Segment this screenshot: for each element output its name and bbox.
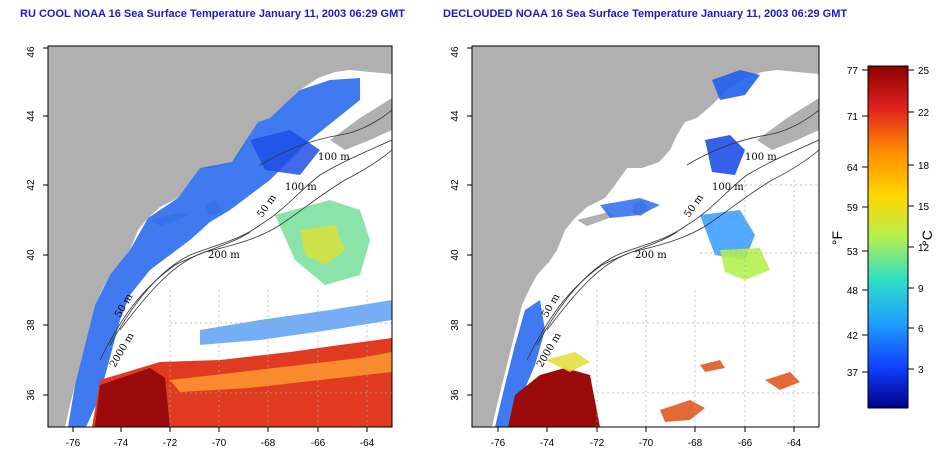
map-left-land <box>48 46 392 427</box>
colorbar-c-tick: 18 <box>918 161 930 172</box>
map-right-gulf-stream-edge <box>545 352 590 372</box>
map-right-lat-tick: 38 <box>450 319 461 331</box>
map-right-contour-label: 100 m <box>712 182 744 193</box>
map-right-lon-tick: -66 <box>738 438 753 449</box>
map-left-shelf-core <box>300 225 345 265</box>
map-left-lat-tick: 38 <box>26 319 37 331</box>
map-left-lon-tick: -68 <box>261 438 276 449</box>
map-left-cloud-streaks <box>200 300 392 345</box>
map-left-title: RU COOL NOAA 16 Sea Surface Temperature … <box>20 8 405 20</box>
map-right-grid <box>596 180 819 427</box>
map-right-lat-tick: 40 <box>450 249 461 261</box>
map-right-lon-tick: -76 <box>491 438 506 449</box>
colorbar-f-tick: 64 <box>847 163 859 174</box>
map-left-lat-tick: 46 <box>26 46 37 58</box>
colorbar-f-tick: 37 <box>847 368 859 379</box>
map-right-lat-tick: 36 <box>450 389 461 401</box>
map-left-lat-tick: 36 <box>26 389 37 401</box>
map-right-lat-axis: 36 38 40 42 44 46 <box>450 46 472 401</box>
map-left-lat-tick: 44 <box>26 110 37 122</box>
map-left-lon-tick: -72 <box>163 438 178 449</box>
map-right-lon-axis: -76 -74 -72 -70 -68 -66 -64 <box>491 427 802 449</box>
map-left-contour-label: 100 m <box>318 152 350 163</box>
map-left-gulf-stream-edge <box>170 352 392 392</box>
map-right-warm-eddy-east <box>765 372 800 390</box>
colorbar-fahrenheit-unit: °F <box>829 231 845 245</box>
map-right-nova-scotia <box>757 98 819 150</box>
map-left-lon-tick: -76 <box>66 438 81 449</box>
colorbar-c-tick: 15 <box>918 202 930 213</box>
colorbar-celsius-axis: 25 22 18 15 12 9 6 3 <box>908 66 930 376</box>
map-right-shelf-warm <box>720 248 770 280</box>
map-right-lat-tick: 44 <box>450 110 461 122</box>
colorbar-c-tick: 9 <box>918 284 924 295</box>
colorbar-f-tick: 53 <box>847 247 859 258</box>
map-right-long-island <box>577 212 615 226</box>
colorbar-c-tick: 3 <box>918 365 924 376</box>
map-left-gulf-stream-core <box>95 368 170 427</box>
colorbar-f-tick: 77 <box>847 66 859 77</box>
map-right-contour-label: 100 m <box>745 152 777 163</box>
colorbar: 77 71 64 59 53 48 42 37 25 22 18 15 12 9… <box>829 65 935 409</box>
map-right: 100 m 100 m 50 m 200 m 50 m 2000 m 36 38… <box>450 45 820 449</box>
colorbar-c-tick: 6 <box>918 324 924 335</box>
colorbar-c-tick: 25 <box>918 66 930 77</box>
map-left-cold-band <box>68 78 360 427</box>
map-right-gulf-stream <box>508 368 600 427</box>
map-right-title: DECLOUDED NOAA 16 Sea Surface Temperatur… <box>443 8 848 20</box>
map-left-contour-label: 200 m <box>208 250 240 261</box>
map-left-lon-tick: -66 <box>311 438 326 449</box>
map-left-lat-tick: 42 <box>26 179 37 191</box>
map-right-warm-eddy <box>660 400 705 422</box>
map-left-frame <box>47 45 393 428</box>
map-left-nova-scotia <box>330 98 392 150</box>
map-right-gulf-maine <box>705 135 745 175</box>
map-right-shelf-blob <box>700 210 755 260</box>
map-left-lat-tick: 40 <box>26 249 37 261</box>
map-right-coastal-cold <box>495 300 545 427</box>
colorbar-gradient <box>867 65 909 409</box>
map-left-gulf-maine <box>250 130 320 175</box>
colorbar-f-tick: 59 <box>847 203 859 214</box>
map-right-lon-tick: -74 <box>540 438 555 449</box>
map-right-lon-tick: -64 <box>787 438 802 449</box>
colorbar-fahrenheit-axis: 77 71 64 59 53 48 42 37 <box>847 66 868 379</box>
map-right-north-patch <box>712 70 760 100</box>
map-left-lon-tick: -70 <box>212 438 227 449</box>
map-right-warm-eddy-mid <box>700 360 725 372</box>
colorbar-celsius-unit: °C <box>919 230 935 246</box>
map-left: 100 m 100 m 50 m 200 m 50 m 2000 m 36 38… <box>26 45 393 449</box>
map-left-lon-axis: -76 -74 -72 -70 -68 -66 -64 <box>66 427 375 449</box>
map-right-lon-tick: -72 <box>590 438 605 449</box>
map-left-grid <box>169 290 392 427</box>
colorbar-c-tick: 22 <box>918 108 930 119</box>
map-right-contour-label: 200 m <box>635 250 667 261</box>
map-right-coastal-north <box>600 198 660 218</box>
colorbar-f-tick: 48 <box>847 286 859 297</box>
map-left-lat-axis: 36 38 40 42 44 46 <box>26 46 48 401</box>
map-left-lon-tick: -64 <box>360 438 375 449</box>
map-right-lat-tick: 42 <box>450 179 461 191</box>
colorbar-c-tick: 12 <box>918 243 930 254</box>
map-right-land <box>472 46 819 427</box>
map-left-contour-label: 100 m <box>285 182 317 193</box>
colorbar-f-tick: 71 <box>847 112 859 123</box>
map-left-lon-tick: -74 <box>114 438 129 449</box>
map-right-lon-tick: -68 <box>688 438 703 449</box>
map-left-contours <box>99 109 392 361</box>
map-right-lon-tick: -70 <box>639 438 654 449</box>
map-right-contours <box>526 109 819 361</box>
map-right-lat-tick: 46 <box>450 46 461 58</box>
colorbar-f-tick: 42 <box>847 331 859 342</box>
